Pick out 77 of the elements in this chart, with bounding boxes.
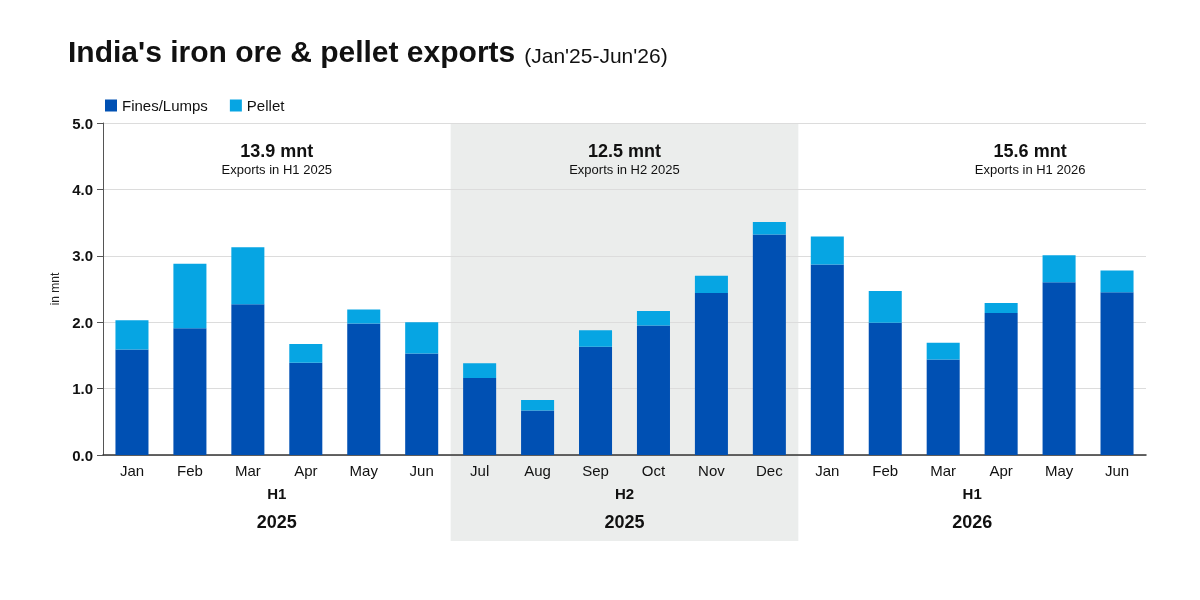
bar [521,410,555,455]
legend-label: Fines/Lumps [122,97,208,114]
y-tick-label: 4.0 [72,180,93,198]
bar [405,322,439,354]
bar [405,353,439,455]
legend-label: Pellet [246,97,286,114]
x-tick-label: Feb [176,462,203,479]
annotation: Exports in H2 2025 [569,161,680,177]
bar [810,264,844,455]
bar [1042,282,1076,455]
bar [115,320,149,350]
bar [926,342,960,360]
bar [810,236,844,265]
y-tick-label: 1.0 [72,380,93,398]
x-tick-label: May [1044,462,1074,479]
bar [636,310,670,326]
annotation: 15.6 mnt [993,141,1067,161]
bar [1042,255,1076,283]
bar [173,328,207,455]
x-tick-label: Nov [698,462,726,479]
x-tick-label: Jun [1104,462,1130,479]
bar [231,304,265,455]
bar [115,349,149,455]
text: H2 [614,484,635,502]
x-tick-label: Aug [524,462,551,479]
x-tick-label: Mar [930,462,957,479]
x-tick-label: May [349,462,379,479]
text: 2025 [604,512,645,532]
bar [636,325,670,455]
bar [926,359,960,455]
x-tick-label: Feb [872,462,899,479]
bar [347,323,381,455]
annotation: 13.9 mnt [240,141,314,161]
x-tick-label: Sep [582,462,609,479]
x-tick-label: Jul [470,462,490,479]
text: 2025 [256,512,297,532]
bar [752,234,786,455]
x-tick-label: Jan [815,462,840,479]
x-tick-label: Apr [989,462,1013,479]
y-tick-label: 0.0 [72,446,93,464]
text: H1 [267,484,287,502]
bar [984,312,1018,455]
y-tick-label: 5.0 [72,114,93,132]
x-tick-label: Mar [234,462,261,479]
x-tick-label: Oct [641,462,666,479]
text: 2026 [952,512,993,532]
bar [289,362,323,455]
bar [694,275,728,293]
x-tick-label: Dec [756,462,784,479]
bar [579,346,613,455]
bar [868,290,902,323]
bar [173,263,207,329]
bar [579,330,613,347]
annotation: 12.5 mnt [587,141,662,161]
x-tick-label: Apr [294,462,318,479]
bar [463,377,497,455]
bar [694,292,728,455]
bar [1100,292,1134,455]
annotation: Exports in H1 2025 [221,161,333,177]
bar [347,309,381,324]
text: H1 [962,484,982,502]
bar [984,302,1018,313]
bar [289,344,323,363]
annotation: Exports in H1 2026 [974,161,1086,177]
bar [231,247,265,305]
bar [521,399,555,411]
y-tick-label: 3.0 [72,247,93,265]
chart-subtitle: (Jan'25-Jun'26) [524,44,668,67]
bar [1100,270,1134,293]
chart-title: India's iron ore & pellet exports [68,34,516,68]
bar [752,221,786,235]
y-axis-title: in mnt [48,272,63,306]
x-tick-label: Jun [409,462,434,479]
bar [868,322,902,455]
y-tick-label: 2.0 [72,313,93,331]
bar [463,363,497,378]
x-tick-label: Jan [119,462,145,479]
